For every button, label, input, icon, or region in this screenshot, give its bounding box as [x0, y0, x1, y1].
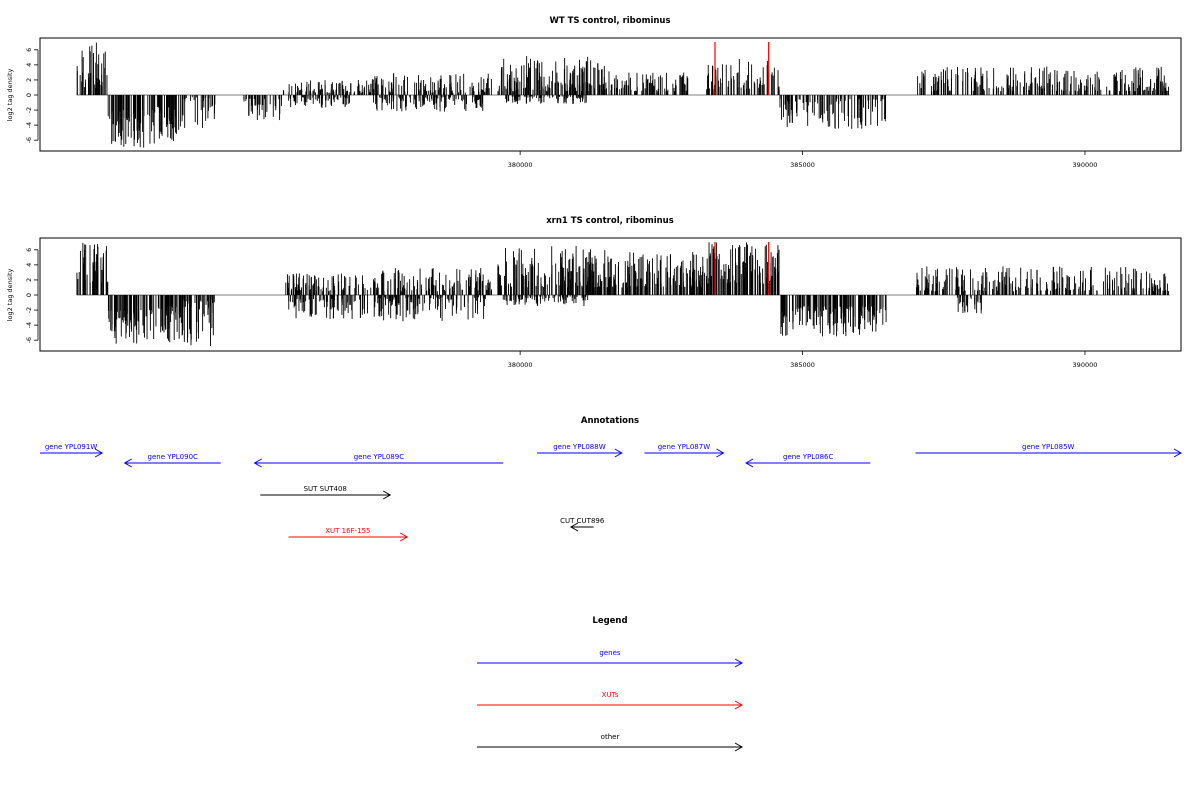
- annotation-feature: CUT CUT896: [560, 517, 605, 532]
- wt-y-axis: -6 -4 -2 0 2 4 6: [25, 48, 39, 143]
- arrow-right-icon: [734, 742, 744, 752]
- arrow-left-icon: [123, 458, 132, 468]
- arrow-right-icon: [734, 658, 744, 668]
- wt-bars: [76, 42, 1170, 148]
- y-tick-label: 6: [25, 248, 33, 252]
- x-tick-label: 385000: [790, 361, 815, 369]
- legend-items: genes XUTs other: [477, 649, 744, 752]
- arrow-left-icon: [253, 458, 262, 468]
- x-tick-label: 390000: [1073, 361, 1098, 369]
- y-tick-label: 2: [25, 78, 33, 82]
- x-tick-label: 380000: [508, 361, 533, 369]
- arrow-right-icon: [614, 448, 623, 458]
- annotation-features: gene YPL091W gene YPL090C gene YPL089C gene…: [40, 443, 1183, 542]
- feature-label: SUT SUT408: [304, 485, 347, 493]
- feature-label: gene YPL090C: [148, 453, 198, 461]
- feature-label: XUT 16F-155: [325, 527, 370, 535]
- y-tick-label: -6: [25, 137, 33, 143]
- arrow-right-icon: [382, 490, 392, 500]
- legend-label: XUTs: [602, 691, 619, 699]
- xrn1-plot-frame: [39, 237, 1182, 352]
- feature-label: gene YPL085W: [1022, 443, 1074, 451]
- feature-label: gene YPL088W: [553, 443, 605, 451]
- annotation-feature: gene YPL085W: [915, 443, 1183, 458]
- y-tick-label: 0: [25, 293, 33, 297]
- legend-item: other: [477, 733, 744, 752]
- feature-label: gene YPL087W: [658, 443, 710, 451]
- x-tick-label: 380000: [508, 161, 533, 169]
- y-tick-label: -2: [25, 307, 33, 313]
- x-tick-label: 390000: [1073, 161, 1098, 169]
- y-tick-label: 2: [25, 278, 33, 282]
- arrow-left-icon: [745, 458, 754, 468]
- xrn1-y-axis: -6 -4 -2 0 2 4 6: [25, 248, 39, 343]
- annotation-feature: gene YPL088W: [537, 443, 623, 458]
- y-tick-label: 0: [25, 93, 33, 97]
- y-tick-label: -4: [25, 322, 33, 328]
- feature-label: gene YPL089C: [354, 453, 404, 461]
- annotation-feature: gene YPL089C: [253, 453, 504, 468]
- legend-panel: Legend genes XUTs other: [477, 616, 744, 752]
- y-tick-label: 4: [25, 263, 33, 267]
- legend-title: Legend: [592, 616, 627, 626]
- wt-panel: WT TS control, ribominus log2 tag densit…: [6, 16, 1182, 169]
- legend-label: genes: [599, 649, 620, 657]
- wt-y-axis-label: log2 tag density: [6, 69, 14, 122]
- annotation-feature: gene YPL090C: [123, 453, 221, 468]
- y-tick-label: -6: [25, 337, 33, 343]
- annotation-feature: gene YPL086C: [745, 453, 871, 468]
- x-tick-label: 385000: [790, 161, 815, 169]
- annotations-title: Annotations: [581, 416, 639, 426]
- wt-plot-frame: [39, 37, 1182, 152]
- arrow-right-icon: [399, 532, 409, 542]
- annotation-feature: SUT SUT408: [260, 485, 392, 500]
- y-tick-label: -2: [25, 107, 33, 113]
- xrn1-y-axis-label: log2 tag density: [6, 269, 14, 322]
- annotation-feature: XUT 16F-155: [288, 527, 409, 542]
- arrow-right-icon: [716, 448, 725, 458]
- arrow-right-icon: [1173, 448, 1183, 458]
- arrow-left-icon: [569, 522, 579, 532]
- legend-label: other: [601, 733, 620, 741]
- y-tick-label: 4: [25, 63, 33, 67]
- wt-panel-title: WT TS control, ribominus: [549, 16, 670, 26]
- wt-x-axis: 380000 385000 390000: [508, 151, 1098, 169]
- arrow-right-icon: [734, 700, 744, 710]
- xrn1-bars: [76, 242, 1170, 346]
- annotation-feature: gene YPL087W: [644, 443, 725, 458]
- feature-label: CUT CUT896: [560, 517, 605, 525]
- feature-label: gene YPL086C: [783, 453, 833, 461]
- legend-item: genes: [477, 649, 744, 668]
- arrow-right-icon: [94, 448, 104, 458]
- xrn1-panel: xrn1 TS control, ribominus log2 tag dens…: [6, 216, 1182, 369]
- feature-label: gene YPL091W: [45, 443, 97, 451]
- y-tick-label: -4: [25, 122, 33, 128]
- xrn1-x-axis: 380000 385000 390000: [508, 351, 1098, 369]
- y-tick-label: 6: [25, 48, 33, 52]
- xrn1-panel-title: xrn1 TS control, ribominus: [546, 216, 674, 226]
- annotation-feature: gene YPL091W: [40, 443, 104, 458]
- legend-item: XUTs: [477, 691, 744, 710]
